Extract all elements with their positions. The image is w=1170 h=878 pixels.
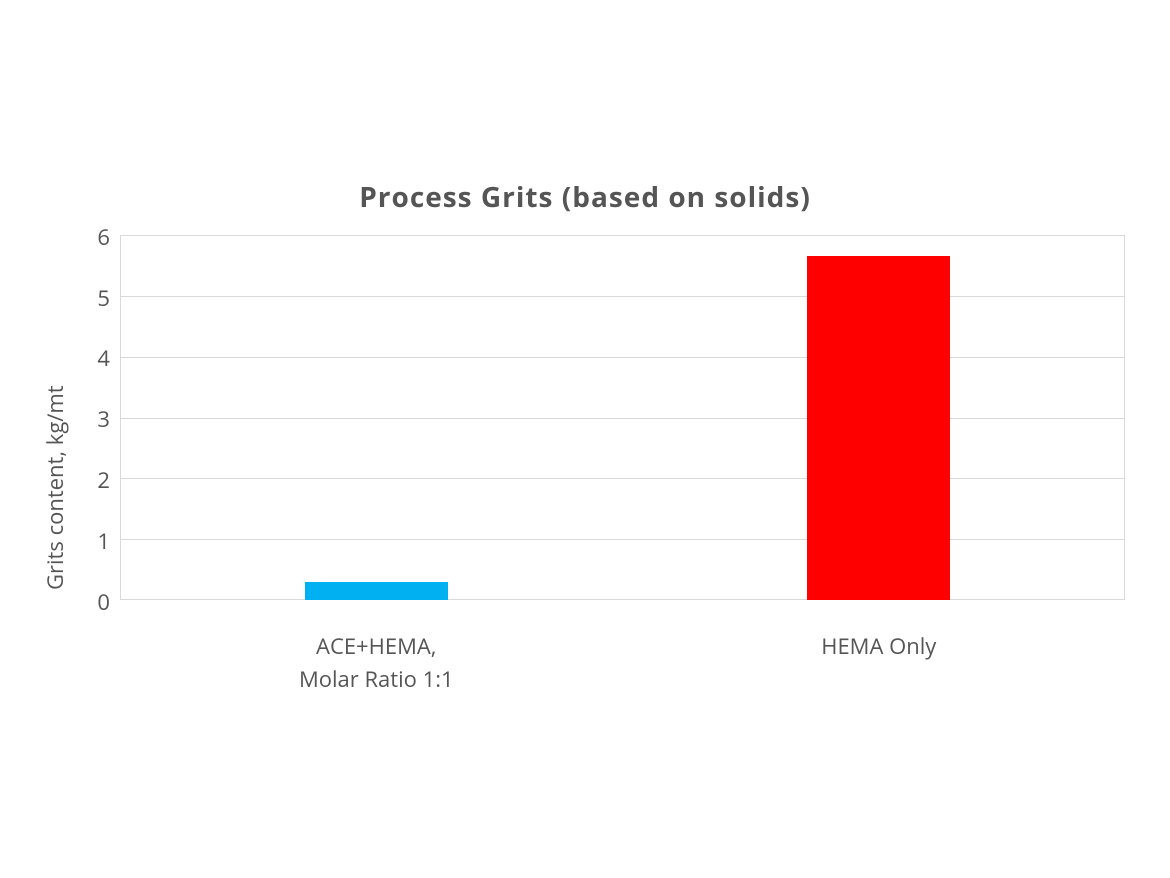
plot-border (120, 235, 1125, 236)
gridline (120, 296, 1125, 297)
plot-area (120, 235, 1125, 600)
y-tick-label: 5 (70, 283, 110, 313)
x-tick-label: ACE+HEMA, Molar Ratio 1:1 (196, 630, 556, 696)
plot-border (120, 599, 1125, 600)
gridline (120, 478, 1125, 479)
y-tick-label: 2 (70, 465, 110, 495)
x-tick-label: HEMA Only (699, 630, 1059, 663)
bar (807, 256, 950, 600)
gridline (120, 418, 1125, 419)
chart-title: Process Grits (based on solids) (0, 178, 1170, 216)
y-tick-label: 4 (70, 343, 110, 373)
y-tick-label: 3 (70, 404, 110, 434)
gridline (120, 357, 1125, 358)
bar-chart: Process Grits (based on solids) Grits co… (0, 0, 1170, 878)
y-tick-label: 6 (70, 222, 110, 252)
bar (305, 582, 448, 600)
y-tick-label: 1 (70, 526, 110, 556)
y-axis-label: Grits content, kg/mt (40, 385, 70, 590)
gridline (120, 539, 1125, 540)
y-tick-label: 0 (70, 587, 110, 617)
